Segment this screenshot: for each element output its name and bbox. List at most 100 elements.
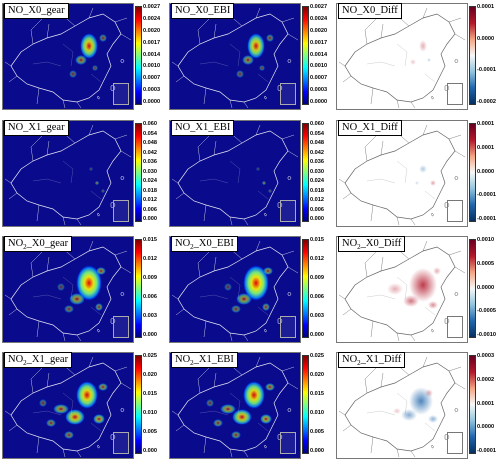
colorbar-tick-label: 0.060 [143, 121, 157, 127]
border-line [120, 266, 132, 274]
colorbar-ticks: 0.0027 0.0024 0.0020 0.0017 0.0014 0.0010 0.00… [143, 4, 171, 105]
colorbar-tick-label: 0.054 [310, 130, 324, 137]
colorbar-tick-label: 0.005 [143, 429, 157, 435]
colorbar [302, 123, 309, 222]
island-outline [444, 85, 450, 91]
border-line [8, 424, 18, 432]
island-outline [120, 407, 125, 413]
border-line [448, 134, 462, 140]
border-line [243, 450, 249, 458]
border-line [396, 448, 400, 458]
island-outline [120, 58, 125, 64]
map-background [170, 237, 300, 342]
panel-no-x1-gear: NO_X1_gear 0.060 0.054 0.048 0.042 0.036 0.03… [0, 117, 166, 233]
panel-no2-x0-diff: NO2_X0_Diff 0.0010 0.0005 0.0000 -0.0005 -0.… [334, 233, 500, 349]
border-line [120, 150, 132, 158]
panel-no2-x0-ebi: NO2_X0_EBI 0.015 0.012 0.009 0.006 0.003 0.00… [167, 233, 333, 349]
border-line [370, 87, 374, 105]
island-outline [287, 175, 292, 181]
border-line [171, 410, 179, 416]
panel-title: NO2_X0_Diff [338, 236, 406, 252]
concentration-hotspot [401, 409, 417, 421]
border-line [338, 178, 346, 184]
colorbar-tick-label: 0.015 [310, 391, 324, 397]
colorbar-ticks: 0.060 0.054 0.048 0.042 0.036 0.030 0.024 0.018… [143, 121, 171, 222]
colorbar-tick-label: 0.018 [310, 187, 324, 194]
concentration-hotspot [419, 40, 427, 52]
colorbar [469, 6, 476, 105]
colorbar-tick-label: 0.042 [143, 149, 157, 156]
colorbar-tick-label: 0.000 [143, 216, 157, 222]
border-line [76, 334, 82, 342]
border-line [114, 250, 128, 256]
border-line [62, 448, 66, 458]
colorbar-tick-label: 0.025 [143, 353, 157, 359]
border-line [229, 332, 233, 342]
colorbar-tick-label: 0.0000 [477, 35, 495, 42]
map-no2-x1-diff [336, 352, 468, 459]
country-outline [10, 246, 122, 336]
border-line [36, 436, 40, 454]
border-line [213, 140, 217, 156]
map-background [337, 353, 467, 458]
concentration-hotspot [231, 431, 241, 439]
island-outline [454, 291, 459, 297]
concentration-hotspot [76, 265, 102, 301]
border-line [36, 87, 40, 105]
map-no2-x0-diff [336, 236, 468, 343]
border-line [380, 23, 384, 39]
south-china-sea-inset [113, 83, 129, 105]
concentration-hotspot [80, 33, 98, 59]
concentration-hotspot [262, 181, 266, 185]
colorbar-tick-label: 0.006 [310, 294, 324, 300]
border-line [342, 424, 352, 432]
map-background [170, 353, 300, 458]
border-line [370, 204, 374, 222]
border-line [422, 7, 428, 19]
border-line [76, 218, 82, 226]
border-line [287, 33, 299, 41]
map-background [170, 121, 300, 226]
border-line [448, 366, 462, 372]
map-no-x0-gear [2, 3, 134, 110]
map-background [3, 121, 133, 226]
concentration-hotspot [403, 295, 419, 307]
border-line [342, 75, 352, 83]
border-line [243, 101, 249, 109]
colorbar-tick-label: -0.0001 [477, 192, 496, 199]
map-background [170, 4, 300, 109]
concentration-hotspot [265, 383, 275, 391]
colorbar [135, 6, 142, 105]
country-outline [344, 246, 456, 336]
colorbar-tick-label: 0.010 [310, 410, 324, 416]
colorbar [135, 239, 142, 338]
border-line [62, 99, 66, 109]
concentration-hotspot [236, 293, 252, 305]
colorbar-tick-label: 0.048 [310, 140, 324, 146]
colorbar-tick-label: 0.054 [143, 130, 157, 137]
concentration-hotspot [259, 65, 265, 71]
border-line [88, 7, 94, 19]
border-line [454, 150, 466, 158]
concentration-hotspot [99, 34, 107, 42]
border-line [255, 7, 261, 19]
border-line [338, 61, 346, 67]
colorbar [302, 6, 309, 105]
concentration-hotspot [206, 399, 214, 407]
concentration-hotspot [433, 267, 441, 275]
concentration-hotspot [243, 265, 269, 301]
border-line [114, 17, 128, 23]
concentration-hotspot [57, 283, 65, 291]
colorbar-ticks: 0.025 0.020 0.015 0.010 0.005 0.000 [310, 353, 338, 454]
border-line [281, 134, 295, 140]
colorbar [469, 123, 476, 222]
border-line [281, 366, 295, 372]
border-line [62, 216, 66, 226]
concentration-hotspot [419, 165, 427, 173]
colorbar-tick-label: 0.000 [310, 332, 324, 338]
concentration-hotspot [231, 305, 241, 313]
south-china-sea-inset [447, 432, 463, 454]
border-line [175, 75, 185, 83]
colorbar-tick-label: 0.006 [143, 294, 157, 300]
map-no2-x0-gear [2, 236, 134, 343]
